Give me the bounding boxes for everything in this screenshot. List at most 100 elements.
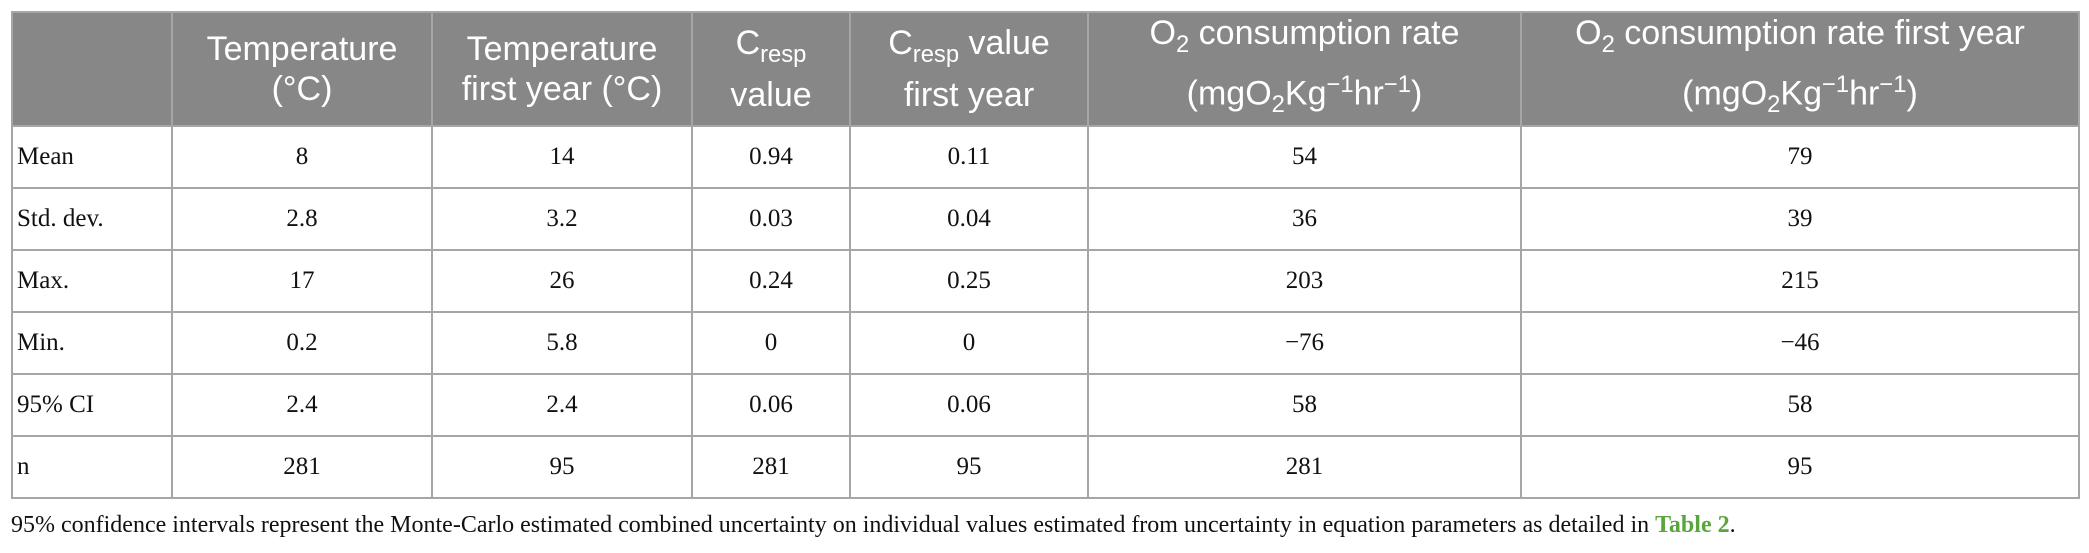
cell: 0.06 (691, 372, 851, 437)
table-row: Min. 0.2 5.8 0 0 −76 −46 (11, 310, 2080, 375)
header-text: Kg (1284, 74, 1327, 113)
header-text: 2 (1175, 30, 1190, 58)
table-row: Max. 17 26 0.24 0.25 203 215 (11, 248, 2080, 313)
header-line: (mgO2Kg−1hr−1) (1089, 65, 1520, 125)
header-cell: O2 consumption rate first year (mgO2Kg−1h… (1520, 11, 2080, 127)
header-cell: Cresp value (691, 11, 851, 127)
table-row: 95% CI 2.4 2.4 0.06 0.06 58 58 (11, 372, 2080, 437)
header-line: O2 consumption rate (1089, 13, 1520, 65)
cell: 281 (1087, 434, 1522, 499)
header-line: Temperature (433, 29, 691, 69)
cell: 3.2 (431, 186, 693, 251)
cell: 95 (1520, 434, 2080, 499)
cell: 8 (171, 124, 433, 189)
header-line: Cresp (693, 23, 849, 75)
header-text: −1 (1879, 70, 1907, 98)
header-line: (°C) (173, 69, 431, 109)
cell: 26 (431, 248, 693, 313)
header-cell: O2 consumption rate (mgO2Kg−1hr−1) (1087, 11, 1522, 127)
header-line: first year (851, 75, 1087, 115)
cell: 2.8 (171, 186, 433, 251)
cell: 79 (1520, 124, 2080, 189)
header-cell: Cresp value first year (849, 11, 1089, 127)
corner-cell (11, 11, 173, 127)
header-text: first year (903, 75, 1035, 114)
header-text: −1 (1326, 70, 1354, 98)
header-line: (mgO2Kg−1hr−1) (1522, 65, 2078, 125)
table-row: Mean 8 14 0.94 0.11 54 79 (11, 124, 2080, 189)
cell: 36 (1087, 186, 1522, 251)
data-table: Temperature (°C) Temperature first year (°C… (11, 11, 2080, 499)
row-label: 95% CI (11, 372, 173, 437)
header-cell: Temperature (°C) (171, 11, 433, 127)
cell: 17 (171, 248, 433, 313)
header-row: Temperature (°C) Temperature first year (°C… (11, 11, 2080, 127)
cell: 281 (691, 434, 851, 499)
header-text: value (959, 24, 1050, 63)
table-row: n 281 95 281 95 281 95 (11, 434, 2080, 499)
cell: 203 (1087, 248, 1522, 313)
header-text: hr (1353, 74, 1384, 113)
cell: 0.25 (849, 248, 1089, 313)
header-text: C (888, 24, 913, 63)
header-line: first year (°C) (433, 69, 691, 109)
cell: −46 (1520, 310, 2080, 375)
header-text: consumption rate first year (1614, 14, 2025, 52)
table-body: Mean 8 14 0.94 0.11 54 79 Std. dev. 2.8 3.2 0.03 0.… (11, 124, 2080, 499)
header-text: 2 (1271, 90, 1285, 118)
footnote-text: 95% confidence intervals represent the M… (11, 512, 1656, 538)
header-line: Cresp value (851, 23, 1087, 75)
header-text: (°C) (271, 69, 333, 108)
header-text: consumption rate (1189, 14, 1460, 52)
header-line: O2 consumption rate first year (1522, 13, 2078, 65)
row-label: n (11, 434, 173, 499)
cell: 95 (849, 434, 1089, 499)
header-text: (mgO (1186, 74, 1272, 113)
cell: 39 (1520, 186, 2080, 251)
row-label: Mean (11, 124, 173, 189)
header-text: hr (1849, 74, 1880, 113)
cell: 0.06 (849, 372, 1089, 437)
cell: 0.11 (849, 124, 1089, 189)
header-text: value (730, 75, 812, 114)
header-text: ) (1906, 74, 1918, 113)
cell: 0.04 (849, 186, 1089, 251)
header-text: 2 (1767, 90, 1781, 118)
footnote-end: . (1729, 512, 1736, 538)
header-text: resp (912, 40, 960, 68)
header-text: 2 (1601, 30, 1615, 58)
cell: 0 (849, 310, 1089, 375)
cell: 2.4 (431, 372, 693, 437)
header-text: C (735, 24, 761, 63)
cell: 0.03 (691, 186, 851, 251)
cell: −76 (1087, 310, 1522, 375)
cell: 281 (171, 434, 433, 499)
header-cell: Temperature first year (°C) (431, 11, 693, 127)
header-text: O (1575, 14, 1602, 52)
header-text: ) (1411, 74, 1423, 113)
header-line: Temperature (173, 29, 431, 69)
header-line: value (693, 75, 849, 115)
cell: 58 (1520, 372, 2080, 437)
header-text: resp (760, 40, 807, 68)
cell: 5.8 (431, 310, 693, 375)
header-text: O (1149, 14, 1176, 52)
header-text: Temperature (466, 29, 658, 68)
header-text: first year (°C) (461, 69, 663, 108)
row-label: Min. (11, 310, 173, 375)
row-label: Max. (11, 248, 173, 313)
header-text: Kg (1780, 74, 1822, 113)
table-link[interactable]: Table 2 (1655, 512, 1730, 538)
cell: 0 (691, 310, 851, 375)
cell: 95 (431, 434, 693, 499)
row-label: Std. dev. (11, 186, 173, 251)
header-text: −1 (1383, 70, 1412, 98)
header-text: (mgO (1682, 74, 1768, 113)
table-row: Std. dev. 2.8 3.2 0.03 0.04 36 39 (11, 186, 2080, 251)
footnote: 95% confidence intervals represent the M… (11, 512, 1736, 539)
cell: 0.2 (171, 310, 433, 375)
header-text: −1 (1822, 70, 1850, 98)
cell: 14 (431, 124, 693, 189)
cell: 0.94 (691, 124, 851, 189)
